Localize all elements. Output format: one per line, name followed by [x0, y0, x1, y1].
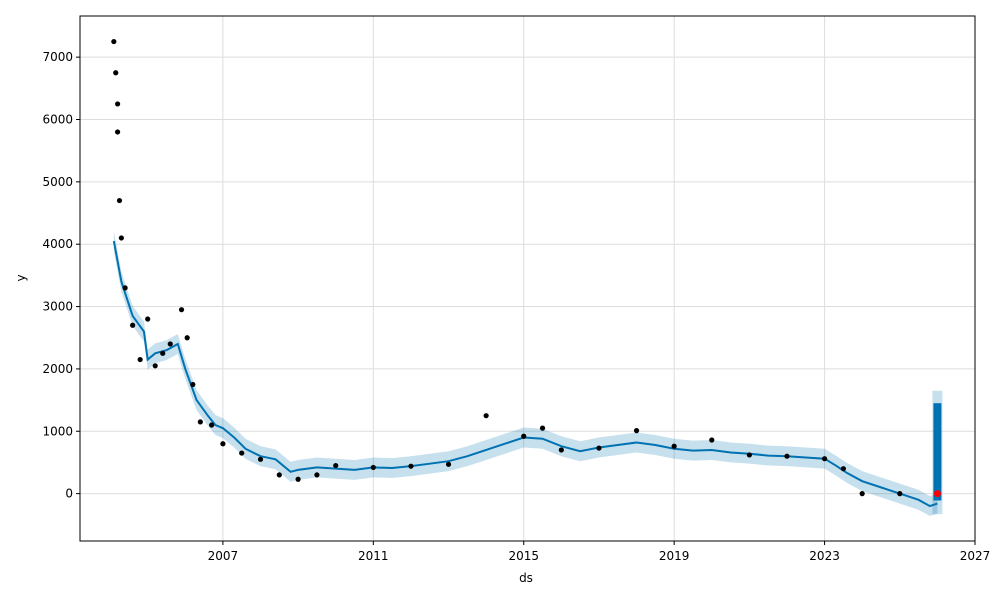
observed-point: [840, 466, 846, 472]
observed-point: [257, 456, 264, 462]
observed-point: [137, 356, 143, 363]
observed-point: [122, 285, 128, 291]
y-tick-label: 5000: [42, 175, 73, 189]
observed-point: [239, 450, 245, 456]
observed-point: [821, 456, 828, 462]
observed-point: [521, 433, 527, 439]
forecast-layer: [112, 240, 938, 508]
observed-points: [111, 38, 940, 497]
y-tick-label: 4000: [42, 237, 73, 251]
observed-point: [370, 464, 376, 471]
observed-point: [746, 452, 752, 458]
uncertainty-band-area: [113, 231, 938, 517]
y-tick-label: 0: [65, 487, 73, 501]
observed-point: [184, 335, 190, 341]
observed-point: [115, 129, 121, 135]
x-tick-label: 2007: [208, 549, 239, 563]
observed-point: [276, 472, 282, 478]
observed-point: [897, 491, 903, 497]
x-axis-ticks: 2007 2011 2015 2019 2023 2027: [208, 541, 991, 563]
observed-point: [115, 101, 121, 107]
observed-point: [596, 445, 602, 451]
y-axis-ticks: 0 1000 2000 3000 4000 5000 6000 7000: [42, 50, 80, 501]
observed-point: [130, 322, 136, 328]
observed-point: [333, 462, 339, 469]
observed-point: [209, 422, 215, 428]
observed-point: [113, 70, 119, 76]
observed-point: [118, 235, 124, 241]
x-tick-label: 2019: [659, 549, 690, 563]
observed-point: [160, 350, 166, 356]
x-tick-label: 2015: [508, 549, 539, 563]
observed-point: [190, 381, 196, 388]
observed-point: [483, 413, 489, 419]
observed-point: [859, 491, 865, 497]
observed-point: [111, 38, 117, 45]
observed-point: [116, 197, 123, 204]
observed-point: [197, 419, 203, 425]
y-tick-label: 3000: [42, 300, 73, 314]
x-tick-label: 2023: [809, 549, 840, 563]
observed-point: [314, 472, 320, 478]
observed-point: [178, 307, 185, 313]
observed-point: [633, 428, 640, 434]
observed-point: [220, 441, 226, 447]
forecast-end-markers: [932, 390, 943, 515]
observed-point: [709, 437, 715, 443]
observed-point: [558, 447, 564, 453]
forecast-end-bar: [933, 403, 942, 501]
x-axis-label: ds: [519, 571, 533, 585]
observed-point: [295, 476, 301, 482]
observed-point: [671, 443, 677, 449]
forecast-line: [112, 240, 938, 508]
y-tick-label: 1000: [42, 424, 73, 438]
x-tick-label: 2027: [960, 549, 991, 563]
observed-point: [784, 453, 790, 459]
x-tick-label: 2011: [358, 549, 389, 563]
observed-point: [152, 363, 158, 369]
observed-point: [167, 341, 173, 347]
y-tick-label: 6000: [42, 113, 73, 127]
highlight-point: [933, 490, 941, 498]
plot-frame: [79, 15, 976, 542]
observed-point: [145, 316, 151, 322]
y-tick-label: 2000: [42, 362, 73, 376]
observed-point: [445, 461, 452, 467]
y-tick-label: 7000: [42, 50, 73, 64]
uncertainty-band: [113, 231, 938, 517]
y-axis-label: y: [14, 274, 28, 281]
observed-point: [408, 463, 414, 469]
observed-point: [539, 425, 546, 431]
